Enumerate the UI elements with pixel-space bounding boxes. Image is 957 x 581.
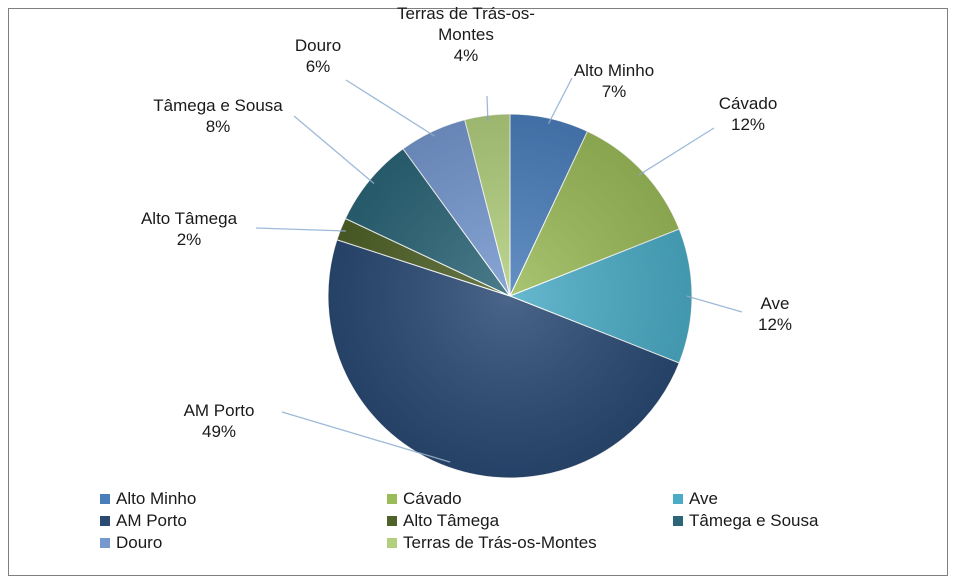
legend-item: Tâmega e Sousa xyxy=(673,511,818,531)
data-label: Tâmega e Sousa 8% xyxy=(128,95,308,137)
legend-swatch xyxy=(387,516,397,526)
data-label-value: 49% xyxy=(201,422,237,441)
data-label-value: 7% xyxy=(601,82,627,101)
data-label-name: Cávado xyxy=(718,94,778,113)
legend-item: Douro xyxy=(100,533,162,553)
legend-label: Cávado xyxy=(403,489,462,508)
data-label-value: 2% xyxy=(176,230,202,249)
data-label-name: Alto Minho xyxy=(573,61,655,80)
leader-line xyxy=(686,295,743,313)
legend-item: Ave xyxy=(673,489,718,509)
legend-label: Alto Tâmega xyxy=(403,511,500,530)
leader-line xyxy=(638,127,715,176)
legend-swatch xyxy=(673,494,683,504)
legend-swatch xyxy=(387,538,397,548)
data-label-name: Tâmega e Sousa xyxy=(153,96,283,115)
legend-swatch xyxy=(100,538,110,548)
data-label-value: 12% xyxy=(730,115,766,134)
data-label-value: 4% xyxy=(453,46,479,65)
data-label: Ave 12% xyxy=(725,293,825,335)
legend-label: Douro xyxy=(116,533,163,552)
legend-label: Alto Minho xyxy=(116,489,197,508)
legend-item: Terras de Trás-os-Montes xyxy=(387,533,597,553)
data-label-name: Ave xyxy=(760,294,790,313)
legend-item: Cávado xyxy=(387,489,462,509)
legend-swatch xyxy=(387,494,397,504)
legend-swatch xyxy=(673,516,683,526)
chart-frame xyxy=(8,8,948,576)
data-label-name: Douro xyxy=(294,36,342,55)
data-label: Terras de Trás-os-Montes 4% xyxy=(391,3,541,66)
data-label: Cávado 12% xyxy=(678,93,818,135)
data-label: AM Porto 49% xyxy=(149,400,289,442)
legend-item: AM Porto xyxy=(100,511,187,531)
legend-label: AM Porto xyxy=(116,511,187,530)
data-label: Alto Minho 7% xyxy=(544,60,684,102)
legend-item: Alto Tâmega xyxy=(387,511,499,531)
leader-line xyxy=(255,227,346,232)
data-label-value: 8% xyxy=(205,117,231,136)
data-label-value: 6% xyxy=(305,57,331,76)
leader-line xyxy=(345,79,436,137)
legend-label: Terras de Trás-os-Montes xyxy=(403,533,597,552)
legend-swatch xyxy=(100,494,110,504)
data-label-name: AM Porto xyxy=(183,401,255,420)
data-label: Douro 6% xyxy=(268,35,368,77)
data-label-value: 12% xyxy=(757,315,793,334)
legend-label: Tâmega e Sousa xyxy=(689,511,819,530)
data-label-name: Terras de Trás-os-Montes xyxy=(397,4,535,44)
legend-item: Alto Minho xyxy=(100,489,196,509)
legend-swatch xyxy=(100,516,110,526)
legend-label: Ave xyxy=(689,489,718,508)
data-label: Alto Tâmega 2% xyxy=(109,208,269,250)
data-label-name: Alto Tâmega xyxy=(140,209,238,228)
leader-line xyxy=(486,95,489,121)
